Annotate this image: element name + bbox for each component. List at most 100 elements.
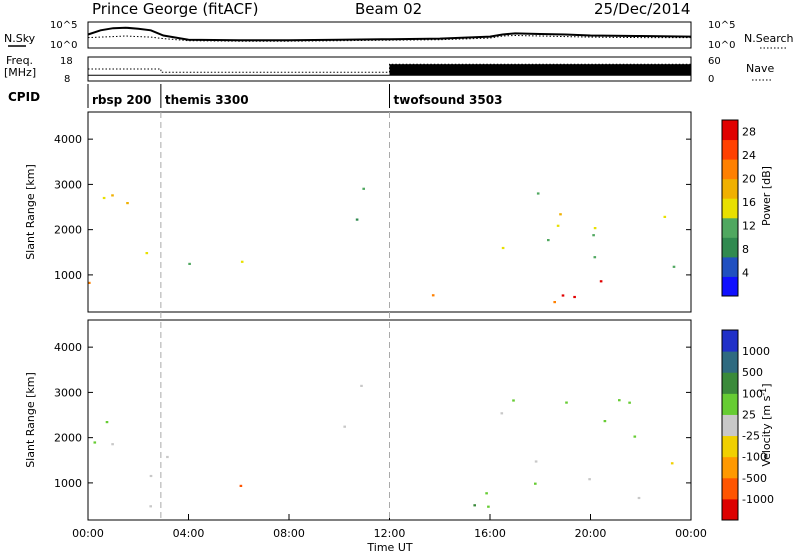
freq-label: Freq. — [6, 54, 33, 67]
echo-cell — [149, 474, 153, 478]
nave-dense-block — [389, 64, 691, 76]
echo-cell — [628, 401, 631, 404]
power-y-axis-label: Slant Range [km] — [24, 164, 37, 260]
colorbar-swatch — [722, 237, 738, 258]
freq-unit-label: [MHz] — [4, 66, 36, 79]
colorbar-swatch — [722, 276, 738, 297]
n-sky-line — [87, 26, 692, 42]
echo-cell — [362, 187, 365, 190]
colorbar-swatch — [722, 477, 738, 500]
freq-nave-panel: Freq. [MHz] 18 8 60 0 Nave CPID rbsp 200… — [4, 54, 774, 108]
colorbar-tick-label: 16 — [742, 196, 756, 209]
y-tick-label: 3000 — [54, 386, 82, 399]
status-panel: N.Sky 10^5 10^0 10^5 10^0 N.Search — [4, 20, 794, 51]
echo-cell — [487, 505, 490, 508]
echo-cell — [188, 262, 191, 265]
x-tick-label: 04:00 — [173, 527, 205, 540]
echo-cell — [512, 399, 515, 402]
colorbar-swatch — [722, 178, 738, 199]
velocity-colorbar-label-close: ] — [760, 383, 773, 387]
y-tick-label: 1000 — [54, 477, 82, 490]
colorbar-tick-label: -25 — [742, 430, 760, 443]
echo-cell — [593, 227, 597, 230]
velocity-colorbar-label-main: Velocity [m s — [760, 395, 773, 466]
power-y-ticks: 1000 2000 3000 4000 — [54, 133, 691, 282]
echo-cell — [573, 295, 576, 299]
echo-cell — [534, 460, 538, 463]
echo-cell — [501, 246, 505, 250]
cpid-change-lines — [160, 112, 390, 520]
radar-title: Prince George (fitACF) — [92, 0, 259, 18]
nave-label: Nave — [746, 62, 774, 75]
y-tick-label: 1000 — [54, 269, 82, 282]
echo-cell — [149, 505, 152, 508]
cpid-segment-label: twofsound 3503 — [394, 93, 503, 107]
echo-cell — [637, 496, 641, 500]
beam-label: Beam 02 — [355, 0, 423, 18]
colorbar-swatch — [722, 198, 738, 219]
freq-tick-bottom: 8 — [64, 74, 70, 85]
colorbar-swatch — [722, 372, 738, 394]
echo-cell — [565, 401, 568, 404]
colorbar-tick-label: -100 — [742, 451, 767, 464]
colorbar-tick-label: -1000 — [742, 493, 774, 506]
cpid-label: CPID — [8, 90, 40, 104]
y-tick-label: 2000 — [54, 432, 82, 445]
velocity-colorbar-label: Velocity [m s-1] — [759, 383, 774, 466]
colorbar-swatch — [722, 256, 738, 277]
echo-cell — [633, 435, 637, 438]
echo-cell — [556, 224, 560, 227]
power-cells — [88, 187, 676, 304]
cpid-segment-label: themis 3300 — [165, 93, 249, 107]
echo-cell — [500, 412, 504, 415]
n-sky-tick-top: 10^5 — [50, 20, 77, 31]
echo-cell — [618, 399, 621, 402]
velocity-panel-frame — [87, 319, 692, 521]
echo-cell — [111, 443, 114, 446]
x-tick-label: 20:00 — [575, 527, 607, 540]
echo-cell — [360, 384, 363, 387]
colorbar-swatch — [722, 414, 738, 437]
colorbar-swatch — [722, 456, 738, 479]
colorbar-tick-label: 24 — [742, 149, 756, 162]
n-sky-label: N.Sky — [4, 32, 36, 45]
colorbar-tick-label: 20 — [742, 173, 756, 186]
x-tick-label: 16:00 — [474, 527, 506, 540]
nave-tick-bottom: 0 — [708, 74, 714, 85]
velocity-y-axis-label: Slant Range [km] — [24, 372, 37, 468]
cpid-segment-label: rbsp 200 — [92, 93, 151, 107]
echo-cell — [431, 294, 435, 297]
echo-cell — [485, 492, 488, 495]
echo-cell — [593, 256, 597, 259]
echo-cell — [561, 294, 565, 297]
colorbar-tick-label: 8 — [742, 243, 749, 256]
n-search-line — [87, 34, 691, 42]
x-tick-label: 08:00 — [273, 527, 305, 540]
n-search-tick-top: 10^5 — [708, 20, 735, 31]
colorbar-tick-label: 4 — [742, 267, 749, 280]
velocity-panel: 1000 2000 3000 4000 Slant Range [km] 1000 50… — [24, 319, 774, 554]
n-sky-tick-bottom: 10^0 — [50, 40, 77, 51]
x-tick-label: 12:00 — [374, 527, 406, 540]
echo-cell — [672, 265, 676, 268]
colorbar-tick-label: 28 — [742, 126, 756, 139]
colorbar-tick-label: 25 — [742, 408, 756, 421]
colorbar-tick-label: 12 — [742, 220, 756, 233]
echo-cell — [102, 196, 106, 200]
velocity-y-ticks: 1000 2000 3000 4000 — [54, 341, 691, 490]
colorbar-swatch — [722, 435, 738, 458]
colorbar-swatch — [722, 159, 738, 180]
nave-line — [88, 63, 691, 73]
power-colorbar: 4 8 12 16 20 24 28 — [721, 119, 756, 297]
colorbar-swatch — [722, 139, 738, 160]
echo-cell — [536, 192, 540, 195]
y-tick-label: 3000 — [54, 178, 82, 191]
cpid-segments: rbsp 200 themis 3300 twofsound 3503 — [87, 84, 503, 108]
echo-cell — [663, 215, 667, 218]
velocity-colorbar: 1000 500 100 25 -25 -100 -500 -1000 — [721, 329, 774, 521]
echo-cell — [588, 478, 591, 481]
echo-cell — [111, 194, 114, 197]
echo-cell — [670, 462, 674, 465]
colorbar-swatch — [722, 393, 738, 415]
